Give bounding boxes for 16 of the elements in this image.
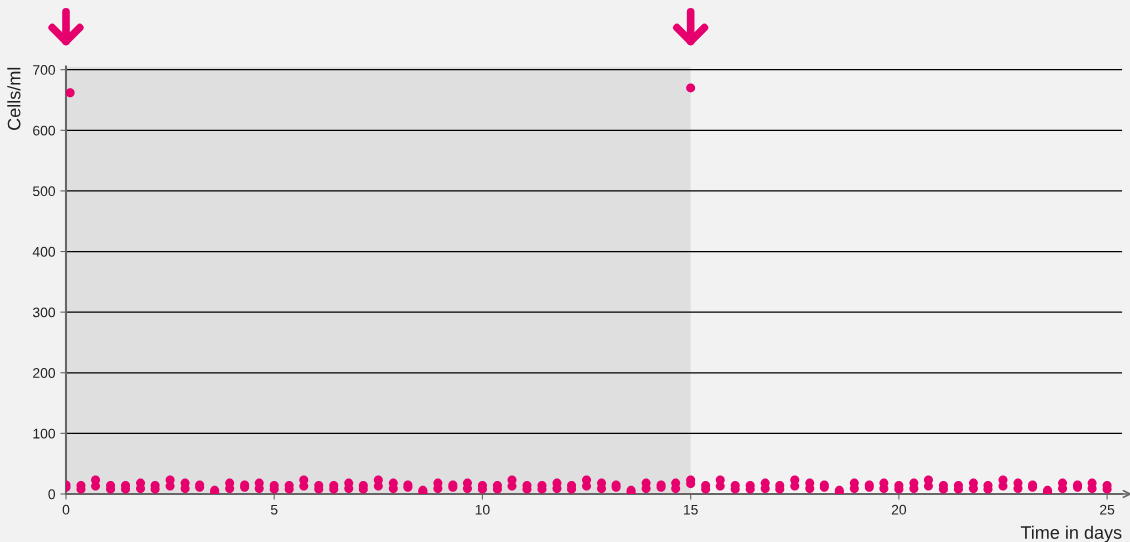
y-tick-label: 700: [33, 65, 56, 75]
x-tick-label: 10: [475, 504, 490, 515]
x-tick-label: 25: [1100, 504, 1115, 515]
x-axis-title: Time in days: [1020, 525, 1122, 542]
y-axis-title: Cells/ml: [7, 67, 21, 130]
y-tick-label: 600: [33, 125, 56, 136]
y-tick-label: 0: [48, 489, 56, 500]
x-tick-label: 0: [62, 504, 70, 515]
x-tick-label: 20: [891, 504, 907, 515]
y-tick-label: 400: [32, 246, 56, 257]
x-tick-label: 15: [683, 504, 698, 515]
y-tick-label: 200: [33, 368, 56, 378]
y-tick-label: 300: [32, 307, 56, 318]
y-tick-label: 500: [32, 186, 56, 197]
x-tick-label: 5: [270, 504, 278, 515]
y-tick-label: 100: [33, 428, 56, 439]
